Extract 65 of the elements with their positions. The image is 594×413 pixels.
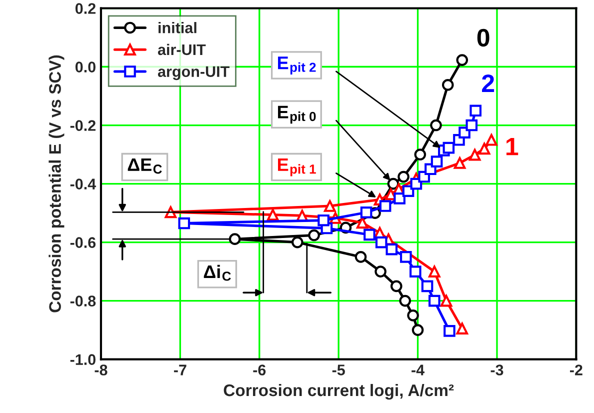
point: [486, 134, 498, 146]
point: [428, 294, 440, 307]
point: [468, 148, 481, 161]
point: [364, 228, 376, 241]
y-tick-label: -0.6: [70, 237, 96, 248]
point: [410, 266, 422, 278]
point: [394, 192, 406, 204]
point: [387, 178, 400, 190]
point: [178, 217, 190, 230]
point: [414, 148, 426, 160]
point: [402, 185, 414, 198]
point: [318, 214, 330, 226]
point: [398, 170, 410, 183]
x-tick-label: -5: [332, 364, 345, 376]
annotation: 1: [506, 138, 518, 156]
point: [228, 233, 241, 245]
x-tick-label: -3: [490, 364, 504, 376]
y-tick-label: -0.8: [70, 296, 96, 306]
point: [356, 216, 368, 229]
point: [375, 236, 388, 248]
point: [430, 119, 442, 132]
point: [400, 251, 412, 263]
legend-label: initial: [158, 22, 196, 34]
y-tick-label: -0.4: [70, 178, 96, 190]
point: [407, 310, 419, 322]
point: [442, 79, 454, 91]
point: [266, 208, 279, 221]
y-tick-label: -1.0: [70, 354, 96, 365]
point: [412, 324, 424, 336]
y-axis-title: Corrosion potential E (V vs SCV): [48, 55, 64, 312]
point: [440, 294, 452, 307]
point: [374, 266, 386, 278]
legend-label: air-UIT: [158, 44, 206, 56]
point: [454, 157, 466, 169]
x-tick-label: -6: [253, 364, 266, 376]
y-tick-label: 0.0: [75, 62, 96, 72]
point: [466, 119, 478, 132]
y-tick-label: 0.2: [75, 3, 96, 14]
point: [390, 280, 402, 292]
point: [456, 54, 468, 66]
annotation: 0: [477, 28, 490, 47]
point: [470, 104, 482, 117]
point: [428, 266, 440, 278]
point: [360, 206, 372, 218]
x-tick-label: -2: [570, 364, 582, 376]
x-axis-title: Corrosion current logi, A/cm²: [224, 384, 454, 400]
point: [430, 156, 443, 168]
point: [354, 251, 367, 263]
annotation: 2: [482, 74, 494, 92]
point: [324, 200, 336, 212]
point: [399, 294, 412, 307]
point: [456, 322, 468, 334]
x-tick-label: -8: [94, 364, 108, 376]
legend-label: argon-UIT: [158, 66, 230, 80]
x-tick-label: -7: [174, 364, 186, 376]
point: [442, 142, 455, 154]
point: [444, 325, 456, 337]
point: [308, 229, 320, 242]
y-tick-label: -0.2: [70, 120, 96, 131]
point: [386, 243, 398, 256]
point: [421, 280, 434, 292]
x-tick-label: -4: [412, 364, 424, 376]
point: [379, 200, 392, 212]
point: [291, 236, 304, 248]
point: [478, 142, 490, 155]
